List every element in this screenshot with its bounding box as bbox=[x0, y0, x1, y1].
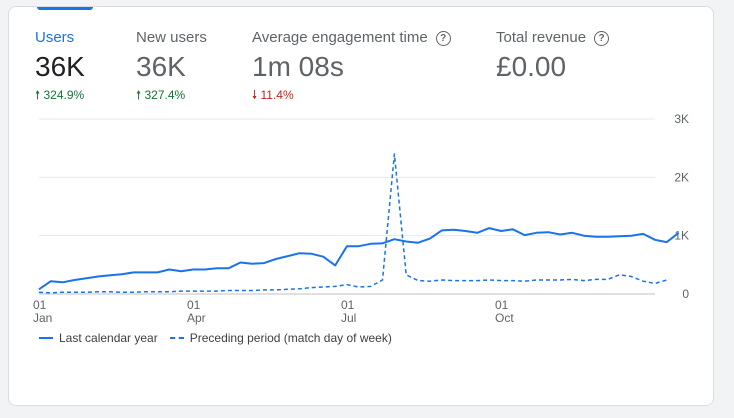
x-tick-day-label: 01 bbox=[33, 298, 47, 312]
help-circle-icon[interactable]: ? bbox=[435, 30, 451, 46]
chart-legend: Last calendar year Preceding period (mat… bbox=[39, 331, 404, 345]
x-tick-month-label: Jan bbox=[33, 311, 52, 325]
metric-new-users-change: 🠕 327.4% bbox=[136, 88, 186, 102]
analytics-card: Users 36K 🠕 324.9% New users 36K 🠕 327.4… bbox=[8, 6, 714, 406]
x-tick-month-label: Apr bbox=[187, 311, 206, 325]
x-tick-month-label: Oct bbox=[495, 311, 514, 325]
metric-users-value: 36K bbox=[35, 51, 85, 82]
legend-item-last-year: Last calendar year bbox=[39, 331, 158, 345]
metric-new-users-label: New users bbox=[136, 29, 207, 46]
metric-total-revenue[interactable]: Total revenue ? £0.00 bbox=[496, 29, 610, 82]
x-tick-day-label: 01 bbox=[495, 298, 509, 312]
metric-users-label: Users bbox=[35, 29, 75, 46]
metric-total-revenue-value: £0.00 bbox=[496, 51, 567, 82]
metric-avg-engagement-label: Average engagement time ? bbox=[252, 29, 451, 47]
legend-label-preceding: Preceding period (match day of week) bbox=[189, 331, 392, 345]
series-line-preceding-period bbox=[38, 153, 668, 294]
metric-avg-engagement-change: 🠗 11.4% bbox=[252, 88, 294, 102]
metric-users-change: 🠕 324.9% bbox=[35, 88, 85, 102]
x-tick-day-label: 01 bbox=[341, 298, 355, 312]
legend-swatch-dashed bbox=[169, 337, 184, 339]
arrow-down-icon: 🠗 bbox=[252, 88, 258, 102]
metric-avg-engagement-value: 1m 08s bbox=[252, 51, 344, 82]
series-line-last-calendar-year bbox=[38, 227, 680, 291]
legend-item-preceding: Preceding period (match day of week) bbox=[169, 331, 392, 345]
metric-new-users-value: 36K bbox=[136, 51, 186, 82]
y-tick-label: 2K bbox=[674, 170, 689, 184]
metric-new-users[interactable]: New users 36K 🠕 327.4% bbox=[136, 29, 207, 102]
active-tab-indicator bbox=[37, 7, 93, 10]
legend-label-last-year: Last calendar year bbox=[59, 331, 158, 345]
arrow-up-icon: 🠕 bbox=[35, 88, 41, 102]
y-tick-label: 0 bbox=[682, 287, 689, 301]
x-tick-month-label: Jul bbox=[341, 311, 356, 325]
metric-avg-engagement[interactable]: Average engagement time ? 1m 08s 🠗 11.4% bbox=[252, 29, 451, 102]
help-circle-icon[interactable]: ? bbox=[594, 30, 610, 46]
y-tick-label: 3K bbox=[674, 112, 689, 126]
metric-total-revenue-label: Total revenue ? bbox=[496, 29, 610, 47]
legend-swatch-solid bbox=[39, 337, 53, 339]
arrow-up-icon: 🠕 bbox=[136, 88, 142, 102]
x-tick-day-label: 01 bbox=[187, 298, 201, 312]
metric-users[interactable]: Users 36K 🠕 324.9% bbox=[35, 29, 85, 102]
